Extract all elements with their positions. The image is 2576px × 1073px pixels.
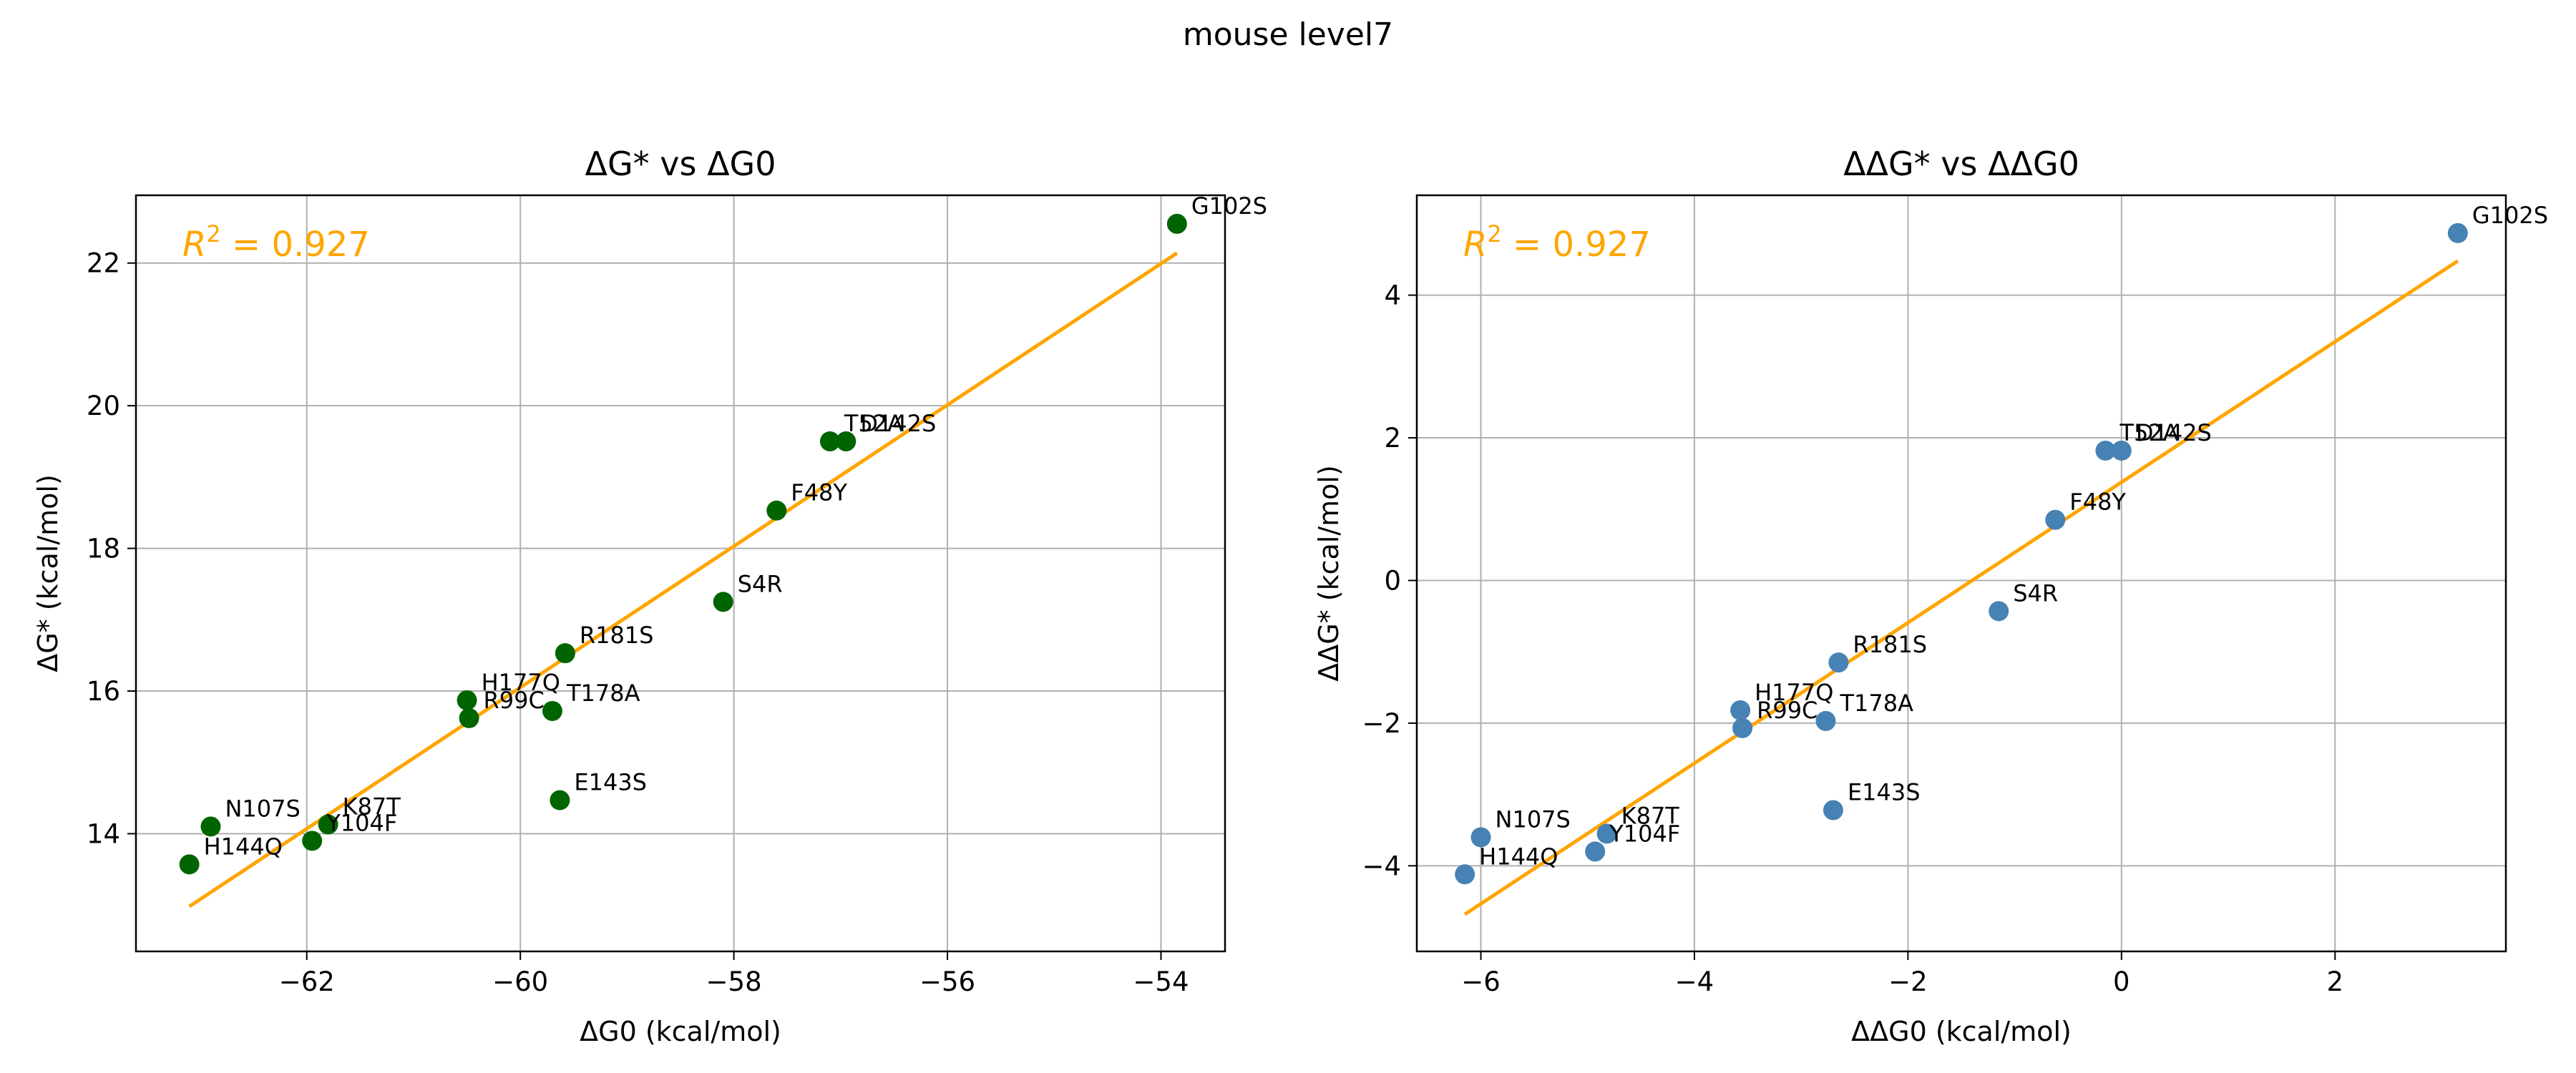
data-point: [1823, 800, 1843, 820]
data-point: [555, 643, 575, 664]
data-point: [457, 690, 477, 710]
panel-title: ΔG* vs ΔG0: [585, 144, 776, 183]
data-point: [1989, 601, 2009, 622]
point-label: H144Q: [1479, 843, 1558, 870]
x-tick-label: −4: [1675, 966, 1714, 997]
point-label: E143S: [1848, 779, 1921, 806]
r-squared-symbol: R: [1463, 225, 1487, 265]
x-tick-label: −54: [1133, 966, 1189, 997]
y-tick-label: 14: [87, 818, 120, 849]
point-label: T178A: [1839, 690, 1913, 717]
point-label: N107S: [1496, 805, 1571, 833]
x-axis-label: ΔG0 (kcal/mol): [580, 1016, 781, 1047]
data-point: [542, 700, 562, 721]
data-point: [200, 816, 221, 837]
point-label: Y104F: [1609, 820, 1680, 847]
point-label: K87T: [1621, 802, 1680, 829]
point-label: S4R: [2013, 579, 2058, 607]
x-tick-label: −6: [1461, 966, 1501, 997]
point-label: T52A: [2119, 419, 2178, 446]
y-tick-label: 16: [87, 676, 120, 707]
data-point: [459, 707, 479, 728]
y-axis-label: ΔΔG* (kcal/mol): [1313, 465, 1345, 682]
data-point: [819, 431, 840, 452]
point-label: D142S: [2136, 419, 2212, 446]
y-tick-label: 4: [1384, 280, 1401, 311]
r-squared-superscript: 2: [1487, 220, 1501, 248]
r-squared-value: = 0.927: [221, 225, 370, 265]
point-label: R99C: [484, 687, 545, 714]
r-squared-annotation: R2 = 0.927: [1463, 220, 1651, 265]
x-tick-label: −60: [492, 966, 548, 997]
data-point: [179, 854, 200, 875]
data-point: [1596, 823, 1617, 844]
point-label: T178A: [566, 680, 640, 707]
axes-frame: [1415, 194, 2507, 953]
fit-line: [1463, 259, 2459, 916]
r-squared-value: = 0.927: [1502, 225, 1651, 265]
x-tick-label: −56: [919, 966, 975, 997]
data-point: [713, 592, 733, 612]
y-tick-label: 18: [87, 534, 120, 564]
point-label: H177Q: [1755, 679, 1833, 706]
y-axis-label: ΔG* (kcal/mol): [32, 474, 64, 672]
x-tick-label: −62: [279, 966, 335, 997]
data-point: [318, 814, 338, 835]
r-squared-superscript: 2: [206, 220, 220, 248]
data-point: [1585, 841, 1606, 862]
data-point: [2111, 440, 2132, 461]
point-label: R99C: [1757, 697, 1818, 724]
point-label: R181S: [580, 622, 654, 649]
y-tick-label: 22: [87, 248, 120, 279]
panel-title: ΔΔG* vs ΔΔG0: [1843, 144, 2079, 183]
point-label: R181S: [1853, 631, 1927, 658]
data-point: [1455, 864, 1475, 885]
fit-line: [188, 251, 1179, 908]
y-tick-label: 2: [1384, 423, 1401, 454]
data-point: [1828, 652, 1849, 673]
r-squared-annotation: R2 = 0.927: [182, 220, 370, 265]
point-label: G102S: [1191, 192, 1267, 220]
point-label: N107S: [225, 795, 300, 822]
axes-frame: [135, 194, 1226, 953]
point-label: S4R: [738, 570, 783, 597]
data-point: [766, 500, 787, 521]
y-tick-label: 20: [87, 391, 120, 421]
point-label: D142S: [860, 410, 936, 437]
point-label: Y104F: [326, 809, 397, 836]
x-tick-label: −2: [1888, 966, 1928, 997]
r-squared-symbol: R: [182, 225, 206, 265]
y-tick-label: −2: [1362, 708, 1401, 739]
x-tick-label: −58: [706, 966, 762, 997]
data-point: [2045, 509, 2066, 530]
point-label: T52A: [844, 410, 903, 437]
data-point: [1470, 827, 1491, 848]
point-label: F48Y: [2069, 489, 2126, 516]
data-point: [1815, 710, 1836, 731]
data-point: [836, 431, 857, 452]
y-tick-label: 0: [1384, 565, 1401, 596]
data-point: [302, 831, 323, 851]
data-point: [1732, 717, 1753, 738]
data-point: [2447, 222, 2468, 243]
point-label: G102S: [2472, 202, 2548, 229]
x-tick-label: 0: [2113, 966, 2130, 997]
data-point: [550, 790, 570, 810]
x-tick-label: 2: [2326, 966, 2343, 997]
data-point: [1730, 700, 1751, 720]
data-point: [1166, 213, 1187, 234]
point-label: E143S: [574, 769, 647, 796]
data-point: [2095, 440, 2116, 461]
figure-suptitle: mouse level7: [1183, 16, 1393, 53]
y-tick-label: −4: [1362, 851, 1401, 881]
point-label: F48Y: [791, 479, 847, 506]
point-label: H177Q: [482, 669, 560, 696]
point-label: H144Q: [204, 833, 283, 860]
point-label: K87T: [343, 793, 401, 820]
x-axis-label: ΔΔG0 (kcal/mol): [1851, 1016, 2072, 1047]
